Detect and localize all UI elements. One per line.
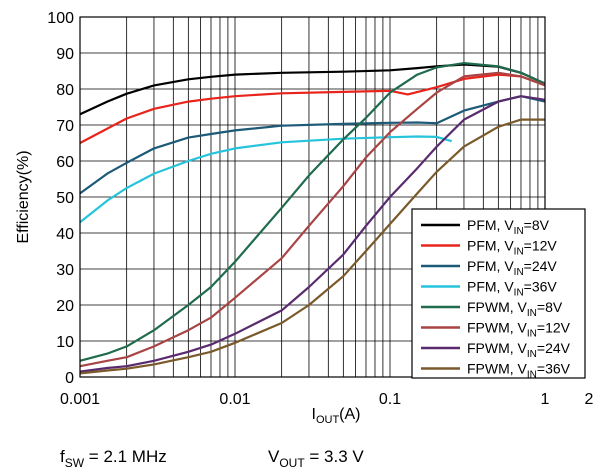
series-line xyxy=(79,95,546,373)
series-line xyxy=(79,135,453,224)
fsw-sub: SW xyxy=(65,456,85,470)
series-lines xyxy=(79,61,546,375)
legend-label: FPWM, VIN=12V xyxy=(467,320,571,340)
legend-label: FPWM, VIN=24V xyxy=(467,340,571,360)
switching-frequency-note: fSW = 2.1 MHz xyxy=(60,447,167,470)
x-axis-title: IOUT(A) xyxy=(311,406,360,426)
y-tick-label: 80 xyxy=(56,82,74,99)
plot-frame xyxy=(79,16,546,378)
legend-label: FPWM, VIN=36V xyxy=(467,361,571,381)
fsw-post: = 2.1 MHz xyxy=(84,447,167,466)
vout-sub: OUT xyxy=(279,456,305,470)
x-axis-title-sub: OUT xyxy=(316,414,340,426)
y-tick-label: 100 xyxy=(47,10,74,27)
legend-label: FPWM, VIN=8V xyxy=(467,299,563,319)
legend-label: PFM, VIN=12V xyxy=(467,238,557,258)
output-voltage-note: VOUT = 3.3 V xyxy=(268,447,364,470)
x-axis-title-main: I xyxy=(311,406,315,423)
y-tick-label: 0 xyxy=(65,370,74,387)
series-line xyxy=(79,95,546,195)
legend-label: PFM, VIN=8V xyxy=(467,217,550,237)
series-line xyxy=(79,73,546,144)
y-tick-label: 60 xyxy=(56,154,74,171)
x-tick-label: 0.001 xyxy=(60,391,100,408)
y-tick-label: 10 xyxy=(56,334,74,351)
tick-labels: 0 10 20 30 40 50 60 70 80 90 100 0.001 0.01 0.1 1 2 xyxy=(47,10,593,408)
y-tick-label: 70 xyxy=(56,118,74,135)
x-tick-label-extra: 2 xyxy=(585,391,594,408)
y-tick-label: 50 xyxy=(56,190,74,207)
legend-box xyxy=(411,208,586,379)
x-tick-label: 0.01 xyxy=(219,391,250,408)
series-line xyxy=(79,71,546,368)
vout-post: = 3.3 V xyxy=(305,447,365,466)
y-tick-label: 90 xyxy=(56,46,74,63)
legend-label: PFM, VIN=24V xyxy=(467,258,557,278)
y-axis-title: Efficiency(%) xyxy=(15,150,32,243)
y-tick-label: 20 xyxy=(56,298,74,315)
y-tick-label: 40 xyxy=(56,226,74,243)
x-axis-title-tail: (A) xyxy=(339,406,360,423)
x-tick-label: 1 xyxy=(541,391,550,408)
fsw-pre: f xyxy=(60,447,65,466)
x-tick-label: 0.1 xyxy=(379,391,401,408)
vout-pre: V xyxy=(268,447,280,466)
y-tick-label: 30 xyxy=(56,262,74,279)
series-line xyxy=(79,118,545,375)
legend-label: PFM, VIN=36V xyxy=(467,279,557,299)
series-line xyxy=(79,61,546,362)
